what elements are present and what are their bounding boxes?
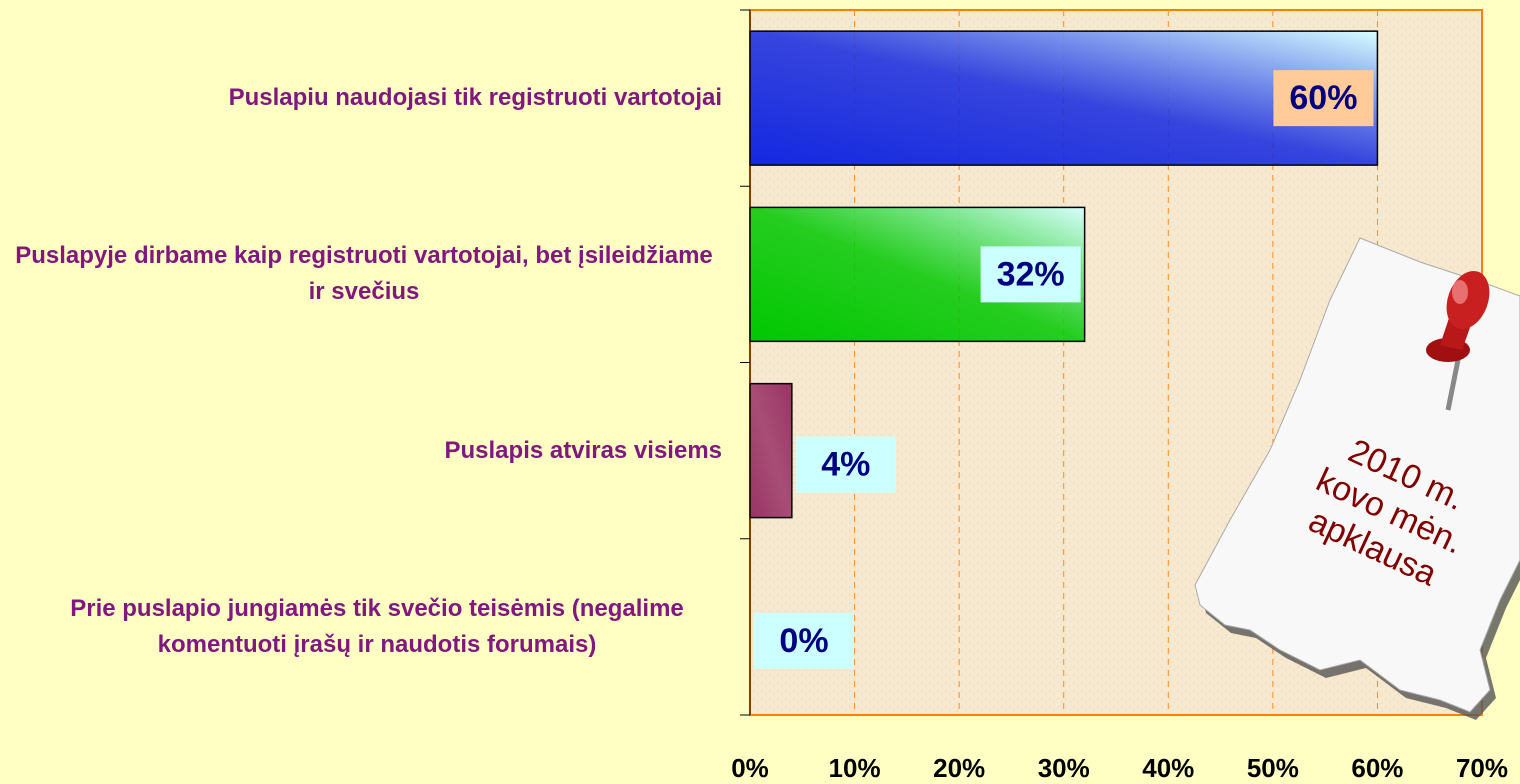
- value-label: 60%: [1289, 79, 1357, 117]
- category-label: Prie puslapio jungiamės tik svečio teisė…: [32, 591, 722, 663]
- value-label: 0%: [779, 622, 828, 660]
- category-label: Puslapiu naudojasi tik registruoti varto…: [229, 80, 722, 116]
- x-tick-label: 20%: [933, 753, 985, 783]
- category-label: Puslapis atviras visiems: [445, 433, 723, 469]
- x-tick-label: 0%: [731, 753, 769, 783]
- x-tick-label: 30%: [1038, 753, 1090, 783]
- value-label: 4%: [821, 446, 870, 484]
- x-tick-label: 10%: [829, 753, 881, 783]
- x-tick-label: 70%: [1456, 753, 1508, 783]
- x-tick-label: 60%: [1351, 753, 1403, 783]
- page: {"chart_data": {"type": "hbar", "categor…: [0, 0, 1520, 784]
- x-tick-label: 50%: [1247, 753, 1299, 783]
- value-label: 32%: [997, 255, 1065, 293]
- x-tick-label: 40%: [1142, 753, 1194, 783]
- chart: 60%32%4%0% 2010 m.kovo mėn.apklausa 0%10…: [0, 0, 1520, 784]
- category-label: Puslapyje dirbame kaip registruoti varto…: [6, 238, 722, 310]
- bar: [750, 384, 792, 518]
